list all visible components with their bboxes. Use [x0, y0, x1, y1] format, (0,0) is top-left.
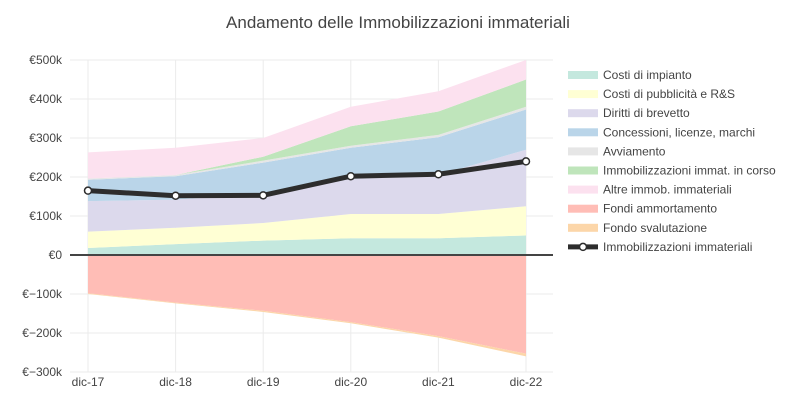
y-tick-label: €−100k — [22, 287, 63, 301]
x-tick-label: dic-21 — [422, 375, 455, 389]
legend-label: Immobilizzazioni immat. in corso — [603, 164, 776, 178]
line-point[interactable] — [83, 186, 93, 195]
line-point[interactable] — [521, 157, 531, 166]
y-tick-label: €400k — [29, 92, 63, 106]
y-tick-label: €−200k — [22, 326, 63, 340]
legend-label: Diritti di brevetto — [603, 106, 690, 120]
line-point[interactable] — [171, 191, 180, 200]
legend-item[interactable]: Avviamento — [568, 144, 666, 158]
y-tick-label: €0 — [49, 248, 63, 262]
legend-swatch — [568, 128, 598, 137]
x-axis-ticks: dic-17 dic-18 dic-19 dic-20 dic-21 dic-22 — [72, 375, 543, 389]
legend-label: Fondo svalutazione — [603, 221, 707, 235]
x-tick-label: dic-17 — [72, 375, 105, 389]
positive-area-1 — [88, 206, 526, 248]
x-tick-label: dic-20 — [334, 375, 367, 389]
legend-item[interactable]: Immobilizzazioni immat. in corso — [568, 164, 776, 178]
legend-label: Fondi ammortamento — [603, 202, 717, 216]
legend-label: Immobilizzazioni immateriali — [603, 240, 752, 254]
x-tick-label: dic-18 — [159, 375, 192, 389]
legend-item[interactable]: Concessioni, licenze, marchi — [568, 125, 755, 139]
y-tick-label: €−300k — [22, 365, 63, 379]
total-line-series — [83, 157, 531, 200]
legend-swatch — [568, 90, 598, 99]
legend-label: Costi di impianto — [603, 68, 692, 82]
y-tick-label: €200k — [29, 170, 63, 184]
legend-label: Costi di pubblicità e R&S — [603, 87, 735, 101]
legend-swatch — [568, 147, 598, 156]
line-point[interactable] — [258, 191, 268, 200]
legend-swatch — [568, 109, 598, 118]
area-layers — [88, 60, 526, 357]
legend-label: Concessioni, licenze, marchi — [603, 125, 755, 139]
y-tick-label: €300k — [29, 131, 63, 145]
chart-title: Andamento delle Immobilizzazioni immater… — [226, 13, 570, 32]
legend-label: Altre immob. immateriali — [603, 183, 732, 197]
total-line — [87, 158, 527, 199]
y-axis-ticks: €−300k €−200k €−100k €0 €100k €200k €300k €400k… — [22, 53, 63, 379]
legend-swatch — [568, 185, 598, 194]
x-tick-label: dic-22 — [510, 375, 543, 389]
legend-swatch — [568, 166, 598, 175]
legend-item[interactable]: Immobilizzazioni immateriali — [568, 240, 752, 254]
legend-item[interactable]: Altre immob. immateriali — [568, 183, 732, 197]
legend-item[interactable]: Costi di pubblicità e R&S — [568, 87, 735, 101]
y-tick-label: €100k — [29, 209, 63, 223]
line-point[interactable] — [346, 171, 356, 181]
line-point[interactable] — [434, 170, 443, 179]
legend-swatch — [568, 223, 598, 232]
legend-item[interactable]: Fondo svalutazione — [568, 221, 707, 235]
y-tick-label: €500k — [29, 53, 63, 67]
legend-swatch — [568, 71, 598, 79]
legend-item[interactable]: Fondi ammortamento — [568, 202, 717, 216]
negative-area-0 — [88, 255, 526, 354]
x-tick-label: dic-19 — [247, 375, 280, 389]
legend-item[interactable]: Costi di impianto — [568, 68, 692, 82]
positive-area-3 — [88, 109, 526, 202]
legend-label: Avviamento — [603, 144, 666, 158]
positive-area-6 — [88, 60, 526, 179]
positive-area-5 — [88, 79, 526, 179]
positive-area-0 — [88, 235, 526, 255]
legend-item[interactable]: Diritti di brevetto — [568, 106, 690, 120]
legend[interactable]: Costi di impianto Costi di pubblicità e R… — [568, 68, 776, 254]
positive-area-2 — [88, 149, 526, 232]
legend-marker — [578, 242, 588, 252]
legend-swatch — [568, 204, 598, 213]
